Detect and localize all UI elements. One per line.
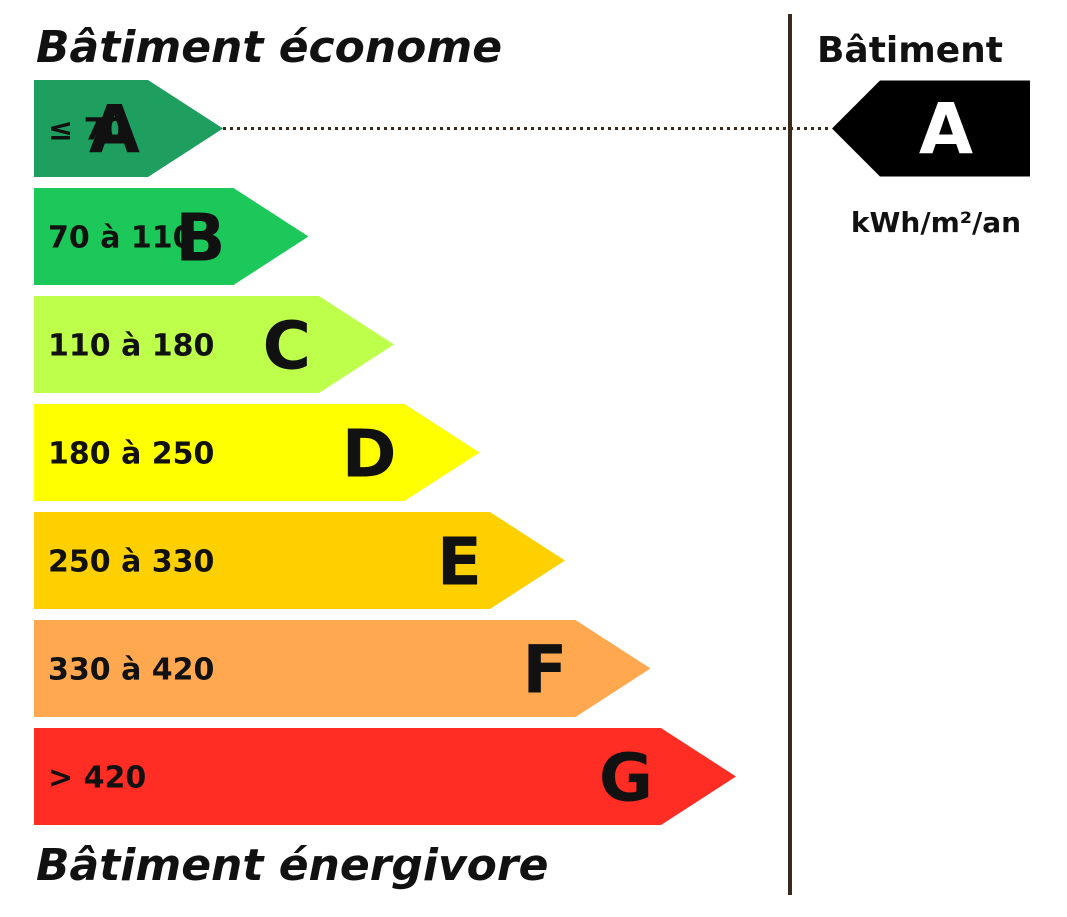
class-arrow — [34, 296, 394, 393]
side-title: Bâtiment — [817, 30, 1003, 71]
class-arrow — [34, 188, 309, 285]
class-letter: A — [89, 92, 140, 169]
class-letter: D — [342, 416, 397, 493]
top-label: Bâtiment économe — [36, 22, 502, 73]
class-arrow — [34, 80, 223, 177]
class-arrow — [34, 728, 736, 825]
class-range: 330 à 420 — [48, 653, 214, 688]
class-letter: F — [522, 632, 567, 709]
class-range: 180 à 250 — [48, 437, 214, 472]
class-range: 110 à 180 — [48, 329, 214, 364]
class-bar-e: 250 à 330 E — [34, 512, 565, 609]
class-range: 70 à 110 — [48, 221, 194, 256]
class-bar-c: 110 à 180 C — [34, 296, 394, 393]
unit-label: kWh/m²/an — [851, 206, 1021, 239]
rating-letter: A — [919, 89, 973, 171]
class-range: ≤ 70 — [48, 113, 125, 148]
rating-marker — [832, 80, 1030, 177]
class-arrow — [34, 512, 565, 609]
class-letter: C — [263, 308, 311, 385]
class-range: 250 à 330 — [48, 545, 214, 580]
class-bar-g: > 420 G — [34, 728, 736, 825]
class-arrow — [34, 620, 651, 717]
class-bar-a: ≤ 70A — [34, 80, 223, 177]
class-letter: G — [599, 740, 653, 817]
class-letter: B — [175, 200, 225, 277]
bottom-label: Bâtiment énergivore — [36, 840, 548, 891]
class-range: > 420 — [48, 761, 146, 796]
class-letter: E — [437, 524, 482, 601]
class-bar-f: 330 à 420 F — [34, 620, 651, 717]
class-arrow — [34, 404, 480, 501]
class-bar-d: 180 à 250 D — [34, 404, 480, 501]
